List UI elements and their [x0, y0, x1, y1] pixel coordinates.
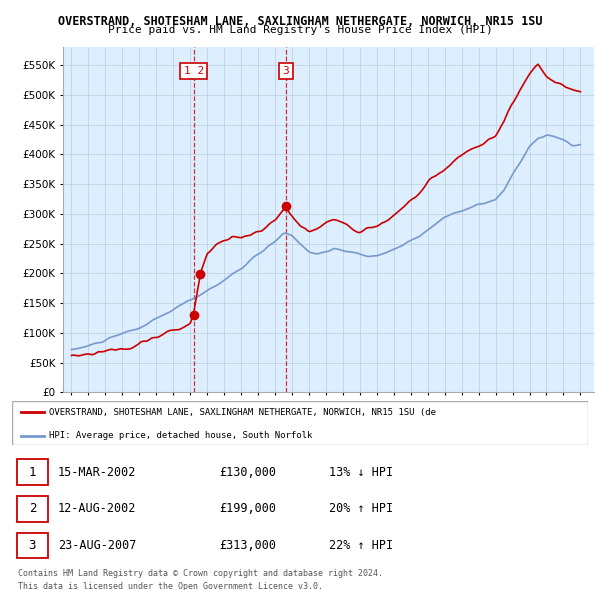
Text: 15-MAR-2002: 15-MAR-2002: [58, 466, 136, 478]
Text: £130,000: £130,000: [220, 466, 277, 478]
Text: 13% ↓ HPI: 13% ↓ HPI: [329, 466, 393, 478]
Text: 1: 1: [29, 466, 36, 478]
Text: £313,000: £313,000: [220, 539, 277, 552]
Text: 1 2: 1 2: [184, 66, 204, 76]
Text: OVERSTRAND, SHOTESHAM LANE, SAXLINGHAM NETHERGATE, NORWICH, NR15 1SU: OVERSTRAND, SHOTESHAM LANE, SAXLINGHAM N…: [58, 15, 542, 28]
Text: 12-AUG-2002: 12-AUG-2002: [58, 502, 136, 516]
Text: OVERSTRAND, SHOTESHAM LANE, SAXLINGHAM NETHERGATE, NORWICH, NR15 1SU (de: OVERSTRAND, SHOTESHAM LANE, SAXLINGHAM N…: [49, 408, 436, 417]
Bar: [17, 496, 48, 522]
Text: £199,000: £199,000: [220, 502, 277, 516]
Text: 22% ↑ HPI: 22% ↑ HPI: [329, 539, 393, 552]
Text: 20% ↑ HPI: 20% ↑ HPI: [329, 502, 393, 516]
Text: Contains HM Land Registry data © Crown copyright and database right 2024.: Contains HM Land Registry data © Crown c…: [18, 569, 383, 578]
Text: HPI: Average price, detached house, South Norfolk: HPI: Average price, detached house, Sout…: [49, 431, 313, 440]
Text: This data is licensed under the Open Government Licence v3.0.: This data is licensed under the Open Gov…: [18, 582, 323, 590]
Text: Price paid vs. HM Land Registry's House Price Index (HPI): Price paid vs. HM Land Registry's House …: [107, 25, 493, 35]
Text: 3: 3: [29, 539, 36, 552]
Bar: [17, 533, 48, 558]
Text: 3: 3: [283, 66, 289, 76]
Text: 23-AUG-2007: 23-AUG-2007: [58, 539, 136, 552]
Bar: [17, 460, 48, 485]
Text: 2: 2: [29, 502, 36, 516]
